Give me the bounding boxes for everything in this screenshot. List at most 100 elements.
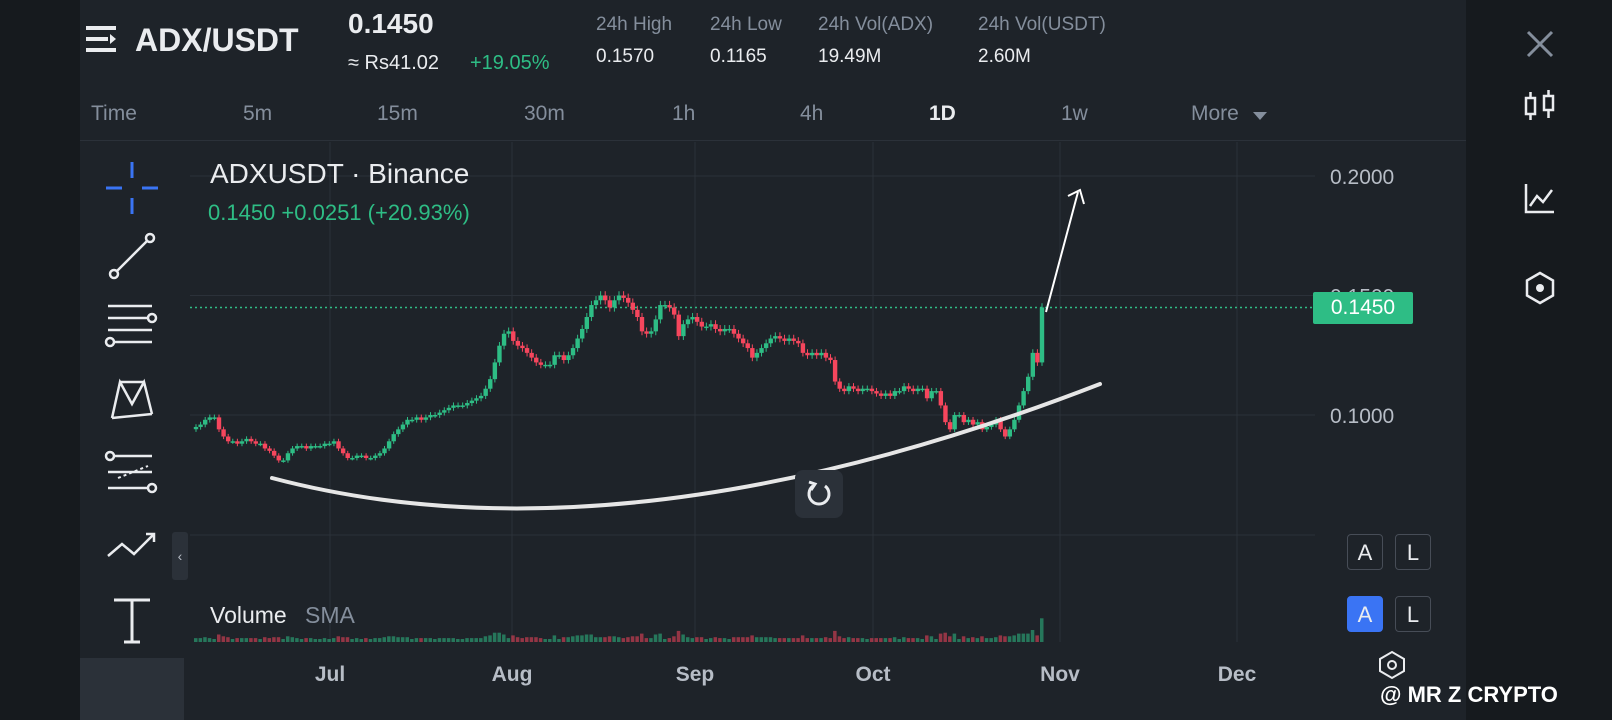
candle-body [212, 417, 217, 419]
tab-time[interactable]: Time [91, 102, 137, 125]
volume-bar [368, 639, 373, 642]
candle-body [869, 388, 875, 392]
candle-body [538, 362, 544, 365]
volume-bar [823, 637, 828, 642]
volume-bar [961, 636, 966, 642]
candle-body [924, 388, 930, 399]
tab-more[interactable]: More [1191, 102, 1239, 125]
candlestick-icon[interactable] [1520, 86, 1560, 126]
close-icon[interactable] [1520, 24, 1560, 64]
volume-bar [318, 639, 322, 642]
volume-bar [805, 638, 810, 642]
candle-body [552, 355, 557, 365]
tab-4h[interactable]: 4h [800, 102, 824, 125]
candle-body [915, 388, 921, 392]
candle-body [271, 450, 277, 456]
trendline-icon[interactable] [104, 228, 160, 284]
pattern-icon[interactable] [104, 374, 160, 430]
tab-1w[interactable]: 1w [1061, 102, 1088, 125]
candle-body [290, 448, 295, 454]
candle-body [285, 453, 291, 461]
auto-scale-button[interactable]: A [1347, 534, 1383, 570]
x-tick-label: Sep [676, 663, 715, 686]
volume-bar [377, 638, 382, 642]
volume-bar [998, 635, 1003, 642]
candle-body [446, 407, 452, 411]
volume-bar [773, 638, 777, 642]
collapse-toolbar-button[interactable]: ‹ [172, 532, 188, 580]
candle-body [653, 319, 658, 332]
tab-1d[interactable]: 1D [929, 102, 956, 125]
chart-legend-values: 0.1450 +0.0251 (+20.93%) [208, 200, 470, 225]
candle-body [607, 300, 613, 308]
tab-15m[interactable]: 15m [377, 102, 418, 125]
candle-body [860, 388, 865, 392]
volume-bar [258, 639, 262, 642]
stat-high-value: 0.1570 [596, 46, 655, 67]
volume-bar [842, 638, 846, 642]
volume-bar [479, 638, 483, 642]
volume-bar [437, 638, 442, 642]
parallel-channel-icon[interactable] [104, 448, 160, 504]
volume-bar [787, 638, 791, 642]
volume-bar [865, 639, 869, 642]
candle-body [281, 460, 286, 462]
candle-body [952, 415, 957, 430]
text-tool-icon[interactable] [104, 592, 160, 648]
volume-bar [856, 638, 860, 642]
candle-body [975, 422, 980, 425]
volume-bar [428, 638, 432, 642]
tab-30m[interactable]: 30m [524, 102, 565, 125]
menu-icon[interactable] [86, 24, 120, 54]
volume-log-scale-button[interactable]: L [1395, 596, 1431, 632]
stat-vol-base-label: 24h Vol(ADX) [818, 14, 934, 35]
candle-body [534, 357, 539, 363]
candle-body [750, 348, 755, 358]
volume-bar [718, 638, 722, 642]
candle-body [759, 348, 764, 353]
candle-body [667, 305, 672, 308]
candle-body [566, 355, 571, 361]
volume-bar [515, 637, 520, 642]
volume-bar [888, 638, 892, 642]
indicator-chart-icon[interactable] [1520, 178, 1560, 218]
volume-bar [405, 637, 409, 642]
crosshair-icon[interactable] [104, 160, 160, 216]
volume-bar [511, 635, 515, 642]
fib-lines-icon[interactable] [104, 300, 160, 356]
settings-hexagon-icon[interactable] [1520, 268, 1560, 308]
volume-auto-scale-button[interactable]: A [1347, 596, 1383, 632]
candle-body [304, 446, 309, 449]
volume-bar [419, 638, 423, 642]
volume-bar [364, 638, 368, 642]
volume-bar [837, 636, 842, 642]
x-tick-label: Nov [1040, 663, 1080, 686]
candle-body [584, 317, 590, 329]
volume-bar [561, 637, 566, 642]
volume-bar [902, 637, 906, 642]
candle-body [731, 328, 737, 334]
log-scale-button[interactable]: L [1395, 534, 1431, 570]
candle-body [616, 295, 622, 301]
volume-bar [469, 638, 474, 642]
tab-5m[interactable]: 5m [243, 102, 273, 125]
candle-body [763, 343, 769, 349]
volume-bar [341, 637, 345, 642]
volume-bar [253, 638, 258, 642]
symbol-title[interactable]: ADX/USDT [135, 22, 299, 58]
candle-body [317, 446, 323, 448]
volume-bar [653, 634, 658, 642]
candle-body [465, 403, 470, 406]
volume-bar [1003, 636, 1007, 642]
candle-body [984, 426, 990, 430]
candle-body [593, 300, 599, 306]
candle-body [543, 364, 548, 367]
volume-bar [754, 637, 759, 642]
volume-bar [281, 639, 285, 642]
more-tools-button[interactable] [80, 658, 184, 720]
reset-chart-button[interactable] [795, 470, 843, 518]
path-arrow-icon[interactable] [104, 520, 160, 576]
candle-body [221, 429, 226, 437]
candle-body [906, 386, 911, 389]
tab-1h[interactable]: 1h [672, 102, 696, 125]
